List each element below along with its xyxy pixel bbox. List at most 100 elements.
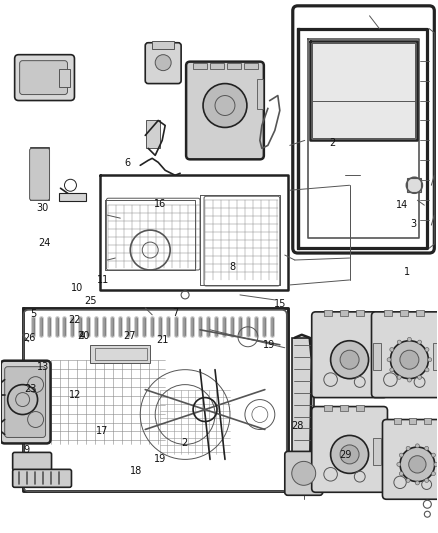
Bar [324,310,332,316]
Bar [394,417,401,424]
Circle shape [390,348,394,352]
Bar [340,405,348,410]
Text: 3: 3 [410,219,417,229]
Circle shape [425,479,429,482]
Text: 19: 19 [154,454,166,464]
Bar [152,41,174,49]
Text: 18: 18 [130,466,142,476]
Bar [384,310,392,316]
Bar [95,348,147,360]
Text: 5: 5 [30,309,36,319]
Circle shape [407,378,411,382]
Circle shape [400,447,434,482]
Circle shape [397,340,401,344]
FancyBboxPatch shape [13,470,71,487]
Bar [416,310,424,316]
Bar [59,193,86,201]
Bar [312,43,415,139]
Bar [340,310,348,316]
Bar [409,417,416,424]
FancyBboxPatch shape [5,367,46,438]
Bar [90,345,150,362]
Text: 1: 1 [404,267,410,277]
Circle shape [417,375,421,379]
Circle shape [390,341,428,378]
Text: 6: 6 [124,158,131,168]
Text: 29: 29 [339,450,352,460]
Circle shape [35,67,56,86]
Bar [257,78,263,109]
Circle shape [415,481,419,485]
Bar [227,63,241,69]
Bar [357,405,364,410]
Text: 15: 15 [274,298,286,309]
Circle shape [407,337,411,341]
Text: 8: 8 [229,262,235,271]
Bar [373,343,381,370]
Circle shape [390,368,394,372]
Circle shape [409,456,426,473]
FancyBboxPatch shape [382,419,438,499]
Text: 24: 24 [38,238,50,248]
FancyBboxPatch shape [312,407,388,492]
Bar [400,310,408,316]
Circle shape [400,350,419,369]
Bar [31,148,49,200]
Text: 22: 22 [69,314,81,325]
Circle shape [406,446,410,450]
Circle shape [331,435,368,473]
FancyBboxPatch shape [312,312,388,398]
Circle shape [431,472,435,475]
Bar [210,63,224,69]
Bar [424,417,431,424]
Bar [407,178,421,192]
Text: 17: 17 [96,426,108,436]
Text: 20: 20 [78,330,90,341]
Circle shape [406,479,410,482]
Circle shape [397,462,401,466]
Circle shape [425,446,429,450]
Text: 13: 13 [37,362,49,373]
Bar [292,338,314,487]
FancyBboxPatch shape [14,55,74,101]
Text: 27: 27 [123,330,136,341]
Bar [373,438,381,465]
Bar [324,405,332,410]
Circle shape [292,462,316,486]
Circle shape [203,84,247,127]
Text: 10: 10 [71,282,83,293]
Text: 2: 2 [329,138,336,148]
Circle shape [428,358,432,362]
FancyBboxPatch shape [20,61,67,94]
Circle shape [425,348,429,352]
Text: 26: 26 [23,333,35,343]
FancyBboxPatch shape [13,453,52,470]
Circle shape [340,350,359,369]
Bar [193,63,207,69]
Circle shape [340,445,359,464]
Text: 21: 21 [156,335,169,345]
Text: 25: 25 [84,296,96,306]
Bar [146,120,160,148]
Circle shape [399,472,403,475]
Text: 16: 16 [154,199,166,209]
Bar [59,69,71,86]
Text: 7: 7 [172,308,178,318]
Text: 28: 28 [291,421,304,431]
Text: 12: 12 [69,390,81,400]
Bar [244,63,258,69]
Bar [357,310,364,316]
Text: 11: 11 [97,275,110,285]
Circle shape [387,358,391,362]
FancyBboxPatch shape [186,62,264,159]
Text: 14: 14 [396,200,409,211]
Circle shape [397,375,401,379]
Circle shape [155,55,171,71]
FancyBboxPatch shape [371,312,438,398]
Circle shape [434,462,438,466]
Circle shape [431,453,435,457]
Circle shape [415,444,419,448]
Circle shape [417,340,421,344]
FancyBboxPatch shape [145,43,181,84]
Circle shape [425,368,429,372]
